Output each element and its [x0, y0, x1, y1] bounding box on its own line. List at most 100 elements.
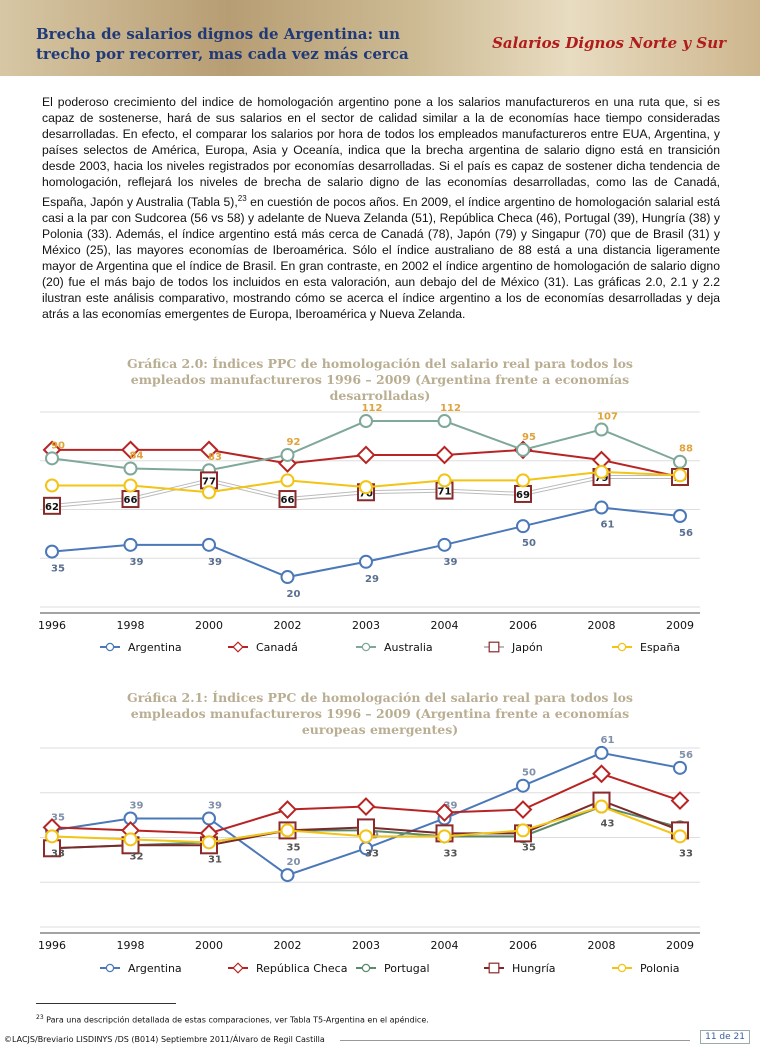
legend-label: España — [640, 641, 680, 654]
chart-title: Gráfica 2.0: Índices PPC de homologación… — [127, 356, 633, 403]
data-label: 69 — [516, 490, 530, 501]
text: en cuestión de pocos años. En 2009, el í… — [42, 194, 720, 322]
legend-label: Portugal — [384, 962, 430, 975]
data-label: 61 — [601, 520, 615, 531]
data-point — [516, 778, 530, 793]
data-point — [594, 422, 609, 437]
data-label: 35 — [287, 842, 301, 853]
legend-label: República Checa — [256, 962, 347, 975]
data-label: 66 — [281, 495, 295, 506]
data-point — [202, 835, 216, 850]
data-point — [280, 868, 295, 883]
data-label: 31 — [208, 854, 222, 865]
data-point — [278, 490, 297, 509]
data-point — [673, 468, 687, 483]
data-label: 92 — [287, 437, 301, 448]
data-point — [592, 764, 611, 784]
legend-marker — [232, 962, 244, 974]
data-point — [673, 454, 687, 469]
legend-marker — [617, 963, 627, 973]
chart: 1996 1998 2000 2002 2003 2004 2006 2008 2009 35 39… — [38, 403, 700, 654]
x-tick-label: 2008 — [588, 619, 616, 632]
x-tick-label: 2009 — [666, 939, 694, 952]
legend-marker — [488, 641, 500, 653]
x-tick-label: 2006 — [509, 939, 537, 952]
data-point — [199, 440, 219, 460]
data-label: 39 — [130, 800, 144, 811]
data-label: 66 — [124, 495, 138, 506]
x-tick-label: 2000 — [195, 619, 223, 632]
data-point — [359, 480, 373, 495]
data-point — [594, 464, 609, 479]
data-label: 33 — [51, 848, 65, 859]
data-label: 32 — [130, 851, 144, 862]
data-label: 33 — [444, 848, 458, 859]
data-point — [45, 544, 59, 559]
data-point — [673, 829, 687, 844]
footnote-number: 23 — [36, 1014, 44, 1021]
data-label: 20 — [287, 589, 301, 600]
x-tick-label: 2003 — [352, 939, 380, 952]
x-tick-label: 2009 — [666, 619, 694, 632]
x-tick-label: 1998 — [117, 619, 145, 632]
data-point — [437, 537, 452, 552]
data-point — [202, 537, 216, 552]
data-label: 62 — [45, 502, 59, 513]
data-label: 50 — [522, 538, 536, 549]
footnote-rule — [36, 1003, 176, 1004]
x-tick-label: 2002 — [274, 619, 302, 632]
data-point — [123, 461, 138, 476]
data-point — [121, 440, 140, 460]
legend-marker — [617, 642, 627, 652]
text: El poderoso crecimiento del indice de ho… — [42, 95, 720, 209]
data-point — [594, 500, 609, 515]
data-label: 77 — [202, 476, 216, 487]
legend-label: Australia — [384, 641, 433, 654]
data-point — [516, 823, 530, 838]
data-label: 39 — [444, 557, 458, 568]
data-label: 112 — [362, 403, 383, 414]
data-label: 71 — [438, 487, 452, 498]
page-number: 11 de 21 — [700, 1030, 750, 1044]
data-label: 84 — [130, 451, 144, 462]
x-tick-label: 2000 — [195, 939, 223, 952]
data-point — [356, 445, 376, 465]
data-label: 20 — [287, 857, 301, 868]
legend-label: Argentina — [128, 962, 182, 975]
header-band: Brecha de salarios dignos de Argentina: … — [0, 0, 760, 76]
data-point — [673, 760, 687, 775]
x-tick-label: 2004 — [431, 939, 459, 952]
x-tick-label: 2004 — [431, 619, 459, 632]
data-point — [516, 519, 530, 534]
data-label: 61 — [601, 735, 615, 746]
data-point — [43, 496, 61, 515]
data-label: 39 — [130, 557, 144, 568]
legend-marker — [361, 963, 371, 973]
footnote-text: Para una descripción detallada de estas … — [43, 1015, 429, 1025]
data-label: 35 — [522, 842, 536, 853]
x-tick-label: 2006 — [509, 619, 537, 632]
data-point — [437, 829, 452, 844]
data-point — [45, 451, 59, 466]
data-point — [202, 485, 216, 500]
legend-marker — [488, 962, 500, 974]
data-label: 88 — [679, 444, 693, 455]
data-point — [45, 829, 59, 844]
x-tick-label: 1996 — [38, 939, 66, 952]
legend-label: Japón — [511, 641, 543, 654]
data-label: 39 — [208, 800, 222, 811]
data-label: 33 — [365, 848, 379, 859]
footnote: 23 Para una descripción detallada de est… — [36, 1014, 429, 1025]
data-label: 56 — [679, 750, 693, 761]
data-point — [359, 829, 373, 844]
data-point — [123, 478, 138, 493]
data-label: 39 — [208, 557, 222, 568]
data-point — [280, 473, 295, 488]
data-point — [594, 745, 609, 760]
data-point — [280, 447, 295, 462]
legend-marker — [232, 641, 244, 653]
legend-label: Argentina — [128, 641, 182, 654]
data-point — [359, 554, 373, 569]
footer-left: ©LACJS/Breviario LISDINYS /DS (B014) Sep… — [4, 1035, 325, 1044]
